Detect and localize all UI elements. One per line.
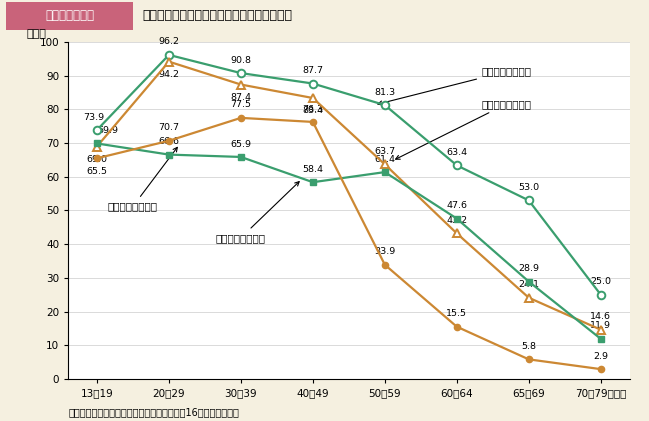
Text: 81.3: 81.3 xyxy=(374,88,395,97)
Text: 61.4: 61.4 xyxy=(374,155,395,164)
Text: 65.5: 65.5 xyxy=(86,167,108,176)
Text: 83.4: 83.4 xyxy=(302,107,323,115)
Text: （備考）総務省「通信利用動向調査」（平成16年）より作成。: （備考）総務省「通信利用動向調査」（平成16年）より作成。 xyxy=(68,407,239,417)
Text: パソコン（女性）: パソコン（女性） xyxy=(108,147,177,211)
Text: 63.7: 63.7 xyxy=(374,147,395,156)
Text: 53.0: 53.0 xyxy=(518,183,539,192)
Text: 66.6: 66.6 xyxy=(158,137,179,146)
Text: 69.9: 69.9 xyxy=(97,126,118,135)
Text: 25.0: 25.0 xyxy=(590,277,611,286)
Text: 47.6: 47.6 xyxy=(447,201,467,210)
Text: パソコン（男性）: パソコン（男性） xyxy=(216,181,299,243)
Text: 63.4: 63.4 xyxy=(447,148,467,157)
Text: 14.6: 14.6 xyxy=(590,312,611,321)
Text: 携帯電話（男性）: 携帯電話（男性） xyxy=(378,67,532,105)
Text: 87.4: 87.4 xyxy=(230,93,251,102)
Text: 73.9: 73.9 xyxy=(83,112,104,122)
Text: 58.4: 58.4 xyxy=(302,165,323,174)
Text: 5.8: 5.8 xyxy=(521,342,536,351)
Text: 33.9: 33.9 xyxy=(374,247,395,256)
Text: 15.5: 15.5 xyxy=(447,309,467,318)
Text: 43.2: 43.2 xyxy=(447,216,467,225)
Text: 76.3: 76.3 xyxy=(302,104,323,114)
Text: 11.9: 11.9 xyxy=(590,321,611,330)
Text: 70.7: 70.7 xyxy=(158,123,179,132)
Text: 90.8: 90.8 xyxy=(230,56,251,65)
Text: 87.7: 87.7 xyxy=(302,66,323,75)
Text: 69.0: 69.0 xyxy=(86,155,108,164)
Text: 性・年齢階級別にみた情報関連機器の利用率: 性・年齢階級別にみた情報関連機器の利用率 xyxy=(143,9,293,21)
Text: 96.2: 96.2 xyxy=(158,37,179,46)
Text: （％）: （％） xyxy=(26,29,46,39)
Text: 94.2: 94.2 xyxy=(158,70,179,79)
Text: 65.9: 65.9 xyxy=(230,139,251,149)
Text: 2.9: 2.9 xyxy=(593,352,608,361)
Text: 携帯電話（女性）: 携帯電話（女性） xyxy=(396,99,532,159)
Text: 28.9: 28.9 xyxy=(519,264,539,273)
Text: 24.1: 24.1 xyxy=(519,280,539,289)
FancyBboxPatch shape xyxy=(6,2,133,30)
Text: 第１－７－５図: 第１－７－５図 xyxy=(45,9,94,21)
Text: 77.5: 77.5 xyxy=(230,101,251,109)
